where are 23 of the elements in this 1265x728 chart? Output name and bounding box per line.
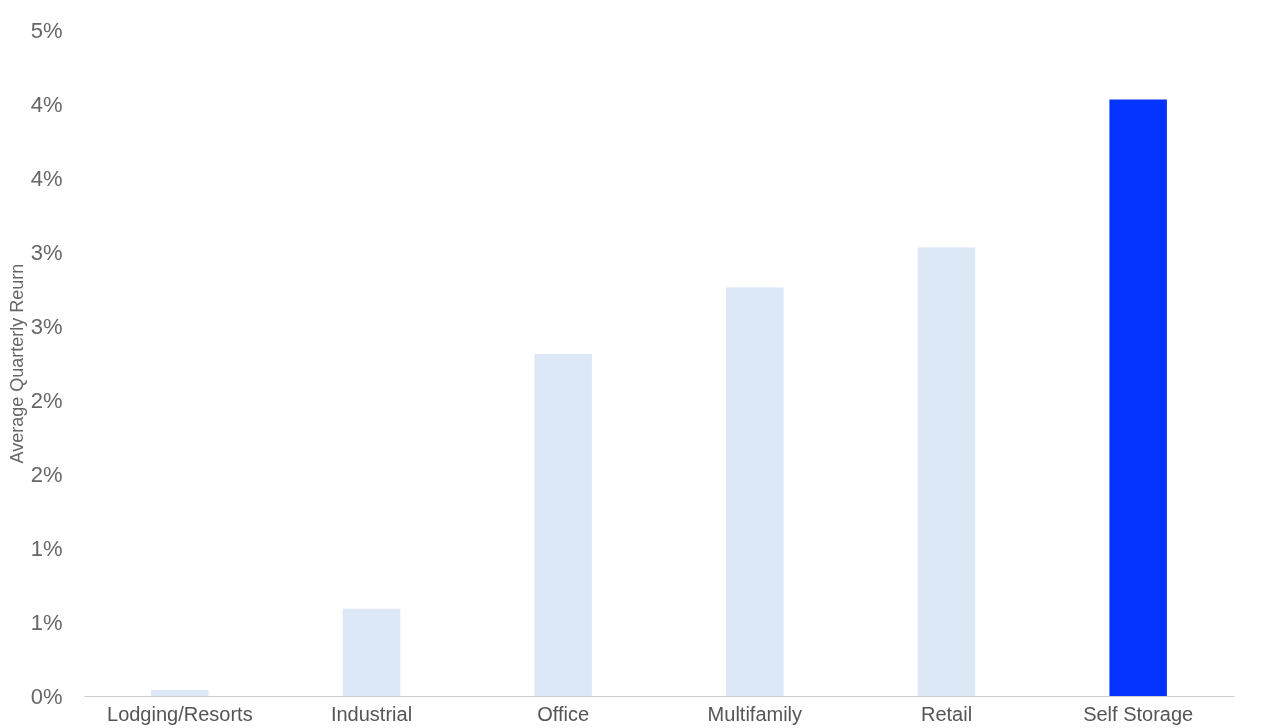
x-tick-label: Self Storage [1083, 702, 1194, 725]
y-tick-label: 5% [30, 17, 63, 43]
bar [726, 287, 784, 696]
x-tick-label: Lodging/Resorts [107, 702, 253, 725]
y-tick-label: 2% [30, 461, 63, 487]
x-tick-label: Office [537, 702, 590, 725]
bar [151, 690, 209, 696]
y-tick-label: 3% [30, 239, 63, 265]
y-tick-label: 1% [30, 609, 63, 635]
x-tick-label: Industrial [330, 702, 413, 725]
y-tick-label: 4% [30, 91, 63, 117]
y-tick-label: 4% [30, 165, 63, 191]
y-tick-label: 1% [30, 535, 63, 561]
bar [917, 247, 976, 696]
bar [1109, 99, 1167, 696]
x-tick-label: Multifamily [707, 702, 803, 725]
y-tick-label: 0% [30, 683, 63, 709]
y-axis-title: Average Quarterly Reurn [6, 263, 27, 464]
y-tick-label: 3% [30, 313, 63, 339]
bar [534, 354, 592, 696]
bar [342, 608, 401, 696]
y-tick-label: 2% [30, 387, 63, 413]
x-tick-label: Retail [920, 702, 973, 725]
